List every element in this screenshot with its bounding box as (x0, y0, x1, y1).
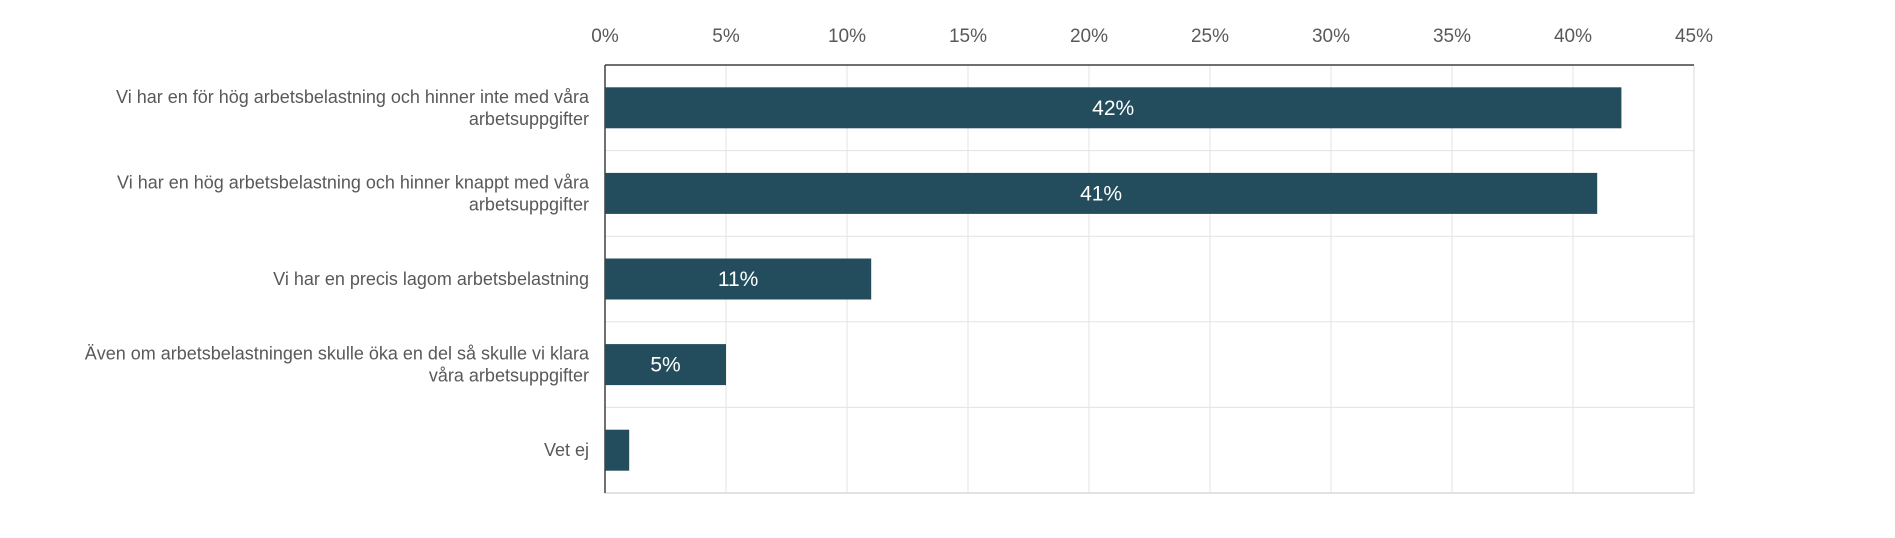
data-label: 41% (1080, 182, 1122, 205)
category-label: arbetsuppgifter (469, 109, 589, 129)
x-tick-label: 40% (1554, 26, 1592, 47)
category-label: arbetsuppgifter (469, 194, 589, 214)
category-label: Vi har en hög arbetsbelastning och hinne… (117, 172, 590, 192)
bar (605, 172, 1598, 214)
category-label: Vi har en för hög arbetsbelastning och h… (116, 87, 590, 107)
x-tick-label: 30% (1312, 26, 1350, 47)
bar (605, 429, 630, 471)
category-label: Vet ej (544, 440, 589, 460)
category-label: Vi har en precis lagom arbetsbelastning (273, 269, 589, 289)
bar (605, 258, 872, 300)
data-label: 5% (650, 354, 680, 377)
category-label: Även om arbetsbelastningen skulle öka en… (85, 344, 590, 364)
bar (605, 87, 1622, 129)
category-label: våra arbetsuppgifter (429, 366, 589, 386)
bar (605, 344, 726, 386)
x-tick-label: 0% (591, 26, 619, 47)
x-tick-label: 5% (712, 26, 740, 47)
x-tick-label: 35% (1433, 26, 1471, 47)
x-tick-label: 45% (1675, 26, 1713, 47)
x-tick-label: 25% (1191, 26, 1229, 47)
x-tick-label: 10% (828, 26, 866, 47)
x-tick-label: 15% (949, 26, 987, 47)
data-label: 42% (1092, 97, 1134, 120)
data-label: 11% (718, 268, 758, 291)
x-tick-label: 20% (1070, 26, 1108, 47)
